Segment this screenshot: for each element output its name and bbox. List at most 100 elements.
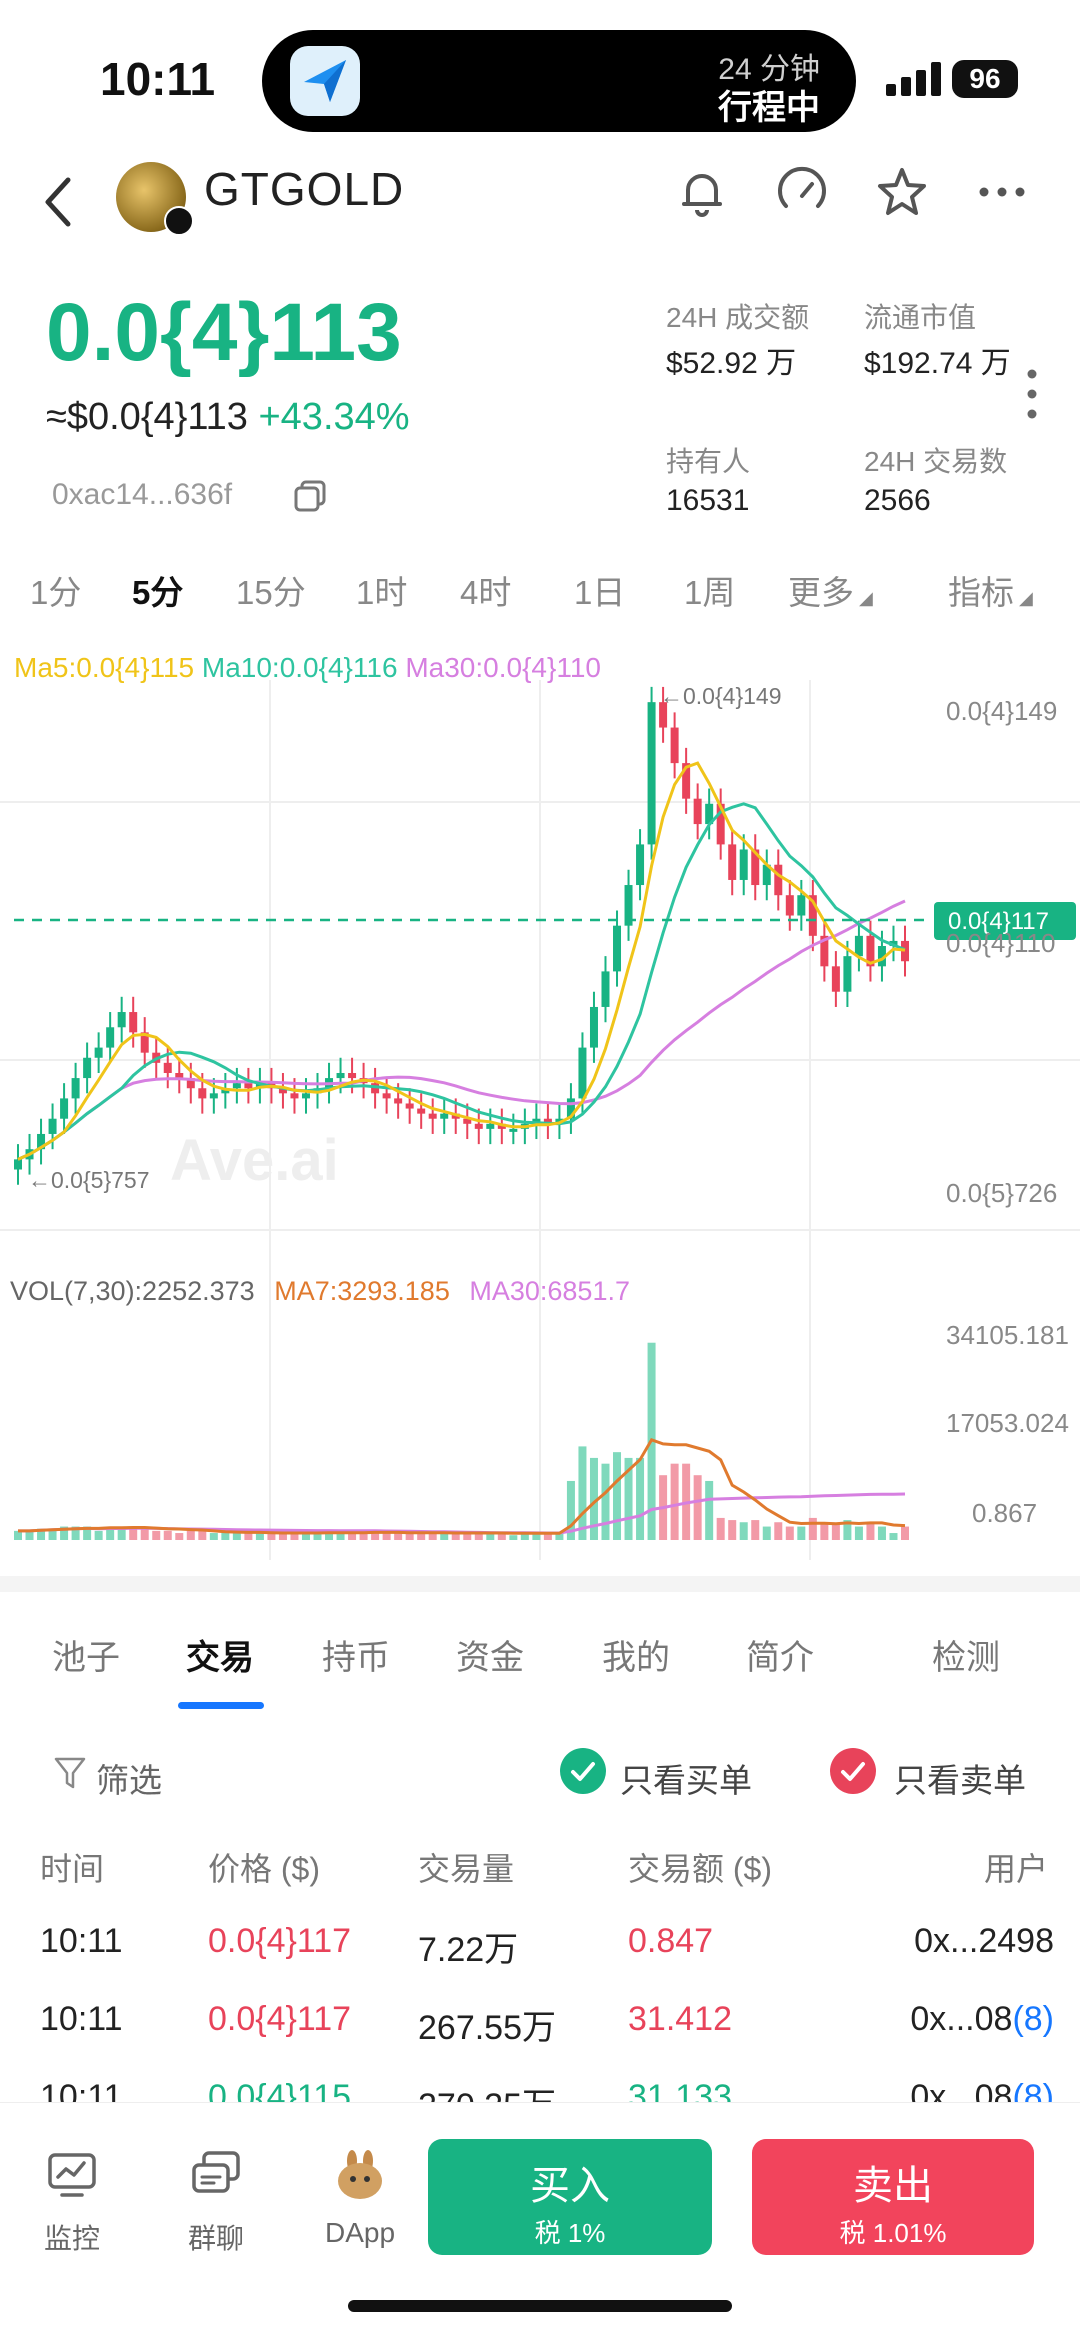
candle-body [94, 1047, 103, 1058]
volume-bar [716, 1517, 725, 1540]
nav-dapp[interactable]: DApp [310, 2147, 410, 2249]
row-user: 0x...2498 [914, 1922, 1054, 1961]
col-value: 交易额 ($) [628, 1851, 773, 1887]
vol-ma7-label: MA7:3293.185 [274, 1276, 450, 1306]
candle-body [186, 1078, 195, 1089]
volume-bar [624, 1457, 633, 1540]
tf-5m[interactable]: 5分 [132, 574, 184, 611]
bell-icon[interactable] [672, 162, 732, 222]
row-user-address: 0x...08 [910, 2000, 1013, 2038]
usd-price: ≈$0.0{4}113 [46, 396, 248, 438]
volume-bar [808, 1517, 817, 1540]
back-arrow-icon[interactable] [38, 172, 78, 232]
volume-bar [336, 1533, 345, 1540]
volume-bar [186, 1530, 195, 1540]
stat-txcount-value: 2566 [864, 484, 931, 517]
volume-bar [877, 1526, 886, 1540]
volume-bar [854, 1526, 863, 1540]
gauge-icon[interactable] [772, 162, 832, 222]
tf-indicators[interactable]: 指标 ◢ [948, 566, 1033, 614]
volume-bar [566, 1480, 575, 1540]
row-time: 10:11 [40, 2000, 123, 2038]
volume-bar [463, 1533, 472, 1540]
candle-body [440, 1113, 449, 1119]
tf-more[interactable]: 更多 ◢ [788, 566, 873, 614]
tab-pools[interactable]: 池子 [52, 1639, 120, 1677]
caret-down-icon: ◢ [854, 588, 873, 608]
tf-1m[interactable]: 1分 [30, 574, 82, 611]
sell-only-check-icon[interactable] [830, 1748, 876, 1794]
tf-4h[interactable]: 4时 [460, 574, 512, 611]
tf-1h[interactable]: 1时 [356, 574, 408, 611]
candle-body [278, 1088, 287, 1094]
tf-15m[interactable]: 15分 [236, 574, 306, 611]
candle-body [209, 1093, 218, 1099]
vol-axis-bottom: 0.867 [972, 1498, 1037, 1528]
dynamic-island[interactable]: 24 分钟 行程中 [262, 30, 856, 132]
filter-row: 筛选 只看买单 只看卖单 [0, 1748, 1080, 1804]
volume-bar [371, 1530, 380, 1540]
candle-body [866, 935, 875, 967]
copy-icon[interactable] [292, 478, 328, 514]
volume-bar [83, 1526, 92, 1540]
volume-bar [486, 1533, 495, 1540]
volume-bar [382, 1533, 391, 1540]
nav-monitor[interactable]: 监控 [22, 2147, 122, 2257]
volume-bar [129, 1526, 138, 1540]
sell-button[interactable]: 卖出 税 1.01% [752, 2139, 1034, 2255]
more-vertical-icon[interactable] [1026, 368, 1038, 420]
more-icon[interactable] [972, 162, 1032, 222]
col-time: 时间 [40, 1851, 105, 1887]
buy-only-check-icon[interactable] [560, 1748, 606, 1794]
tab-funds[interactable]: 资金 [456, 1639, 524, 1677]
trip-duration: 24 分钟 [718, 53, 820, 86]
candle-body [843, 956, 852, 992]
stat-volume-value: $52.92 万 [666, 347, 797, 380]
filter-icon[interactable] [54, 1756, 86, 1790]
tab-trades[interactable]: 交易 [186, 1639, 254, 1677]
buy-only-label[interactable]: 只看买单 [620, 1762, 752, 1799]
candle-body [463, 1118, 472, 1124]
tab-mine[interactable]: 我的 [602, 1639, 670, 1677]
candle-body [497, 1123, 506, 1129]
tab-intro[interactable]: 简介 [746, 1639, 814, 1677]
row-user: 0x...08(8) [910, 2000, 1054, 2039]
filter-label[interactable]: 筛选 [96, 1762, 162, 1799]
tab-holders[interactable]: 持币 [322, 1639, 390, 1677]
row-price: 0.0{4}117 [208, 1922, 352, 1960]
volume-bar [866, 1522, 875, 1540]
volume-bar [613, 1452, 622, 1540]
usd-price-line: ≈$0.0{4}113 +43.34% [46, 396, 410, 439]
nav-chat[interactable]: 群聊 [166, 2147, 266, 2257]
candlestick-chart[interactable]: Ave.ai 0.0{4}117 ←0.0{4}149 ←0.0{5}757 0… [0, 640, 1080, 1580]
sell-only-label[interactable]: 只看卖单 [894, 1762, 1026, 1799]
volume-bar [451, 1533, 460, 1540]
volume-bar [578, 1446, 587, 1540]
ma30-label: Ma30:0.0{4}110 [405, 652, 601, 683]
star-icon[interactable] [872, 162, 932, 222]
candle-body [543, 1118, 552, 1124]
candle-body [71, 1078, 80, 1099]
volume-bar [48, 1528, 57, 1540]
candle-body [301, 1093, 310, 1099]
monitor-icon [48, 2153, 96, 2197]
buy-button[interactable]: 买入 税 1% [428, 2139, 712, 2255]
candle-body [647, 702, 656, 845]
candle-body [659, 702, 668, 728]
candle-body [636, 844, 645, 886]
volume-bars [14, 1342, 909, 1540]
candle-body [163, 1062, 172, 1073]
chain-badge-icon [164, 206, 194, 236]
current-price-tag [934, 902, 1076, 940]
candle-body [566, 1098, 575, 1119]
nav-monitor-label: 监控 [43, 2223, 100, 2254]
volume-bar [60, 1526, 69, 1540]
y-axis-top: 0.0{4}149 [946, 696, 1057, 726]
candle-body [232, 1083, 241, 1089]
home-indicator[interactable] [348, 2300, 732, 2312]
tab-check[interactable]: 检测 [932, 1639, 1000, 1677]
candle-body [774, 864, 783, 896]
buy-button-label: 买入 [530, 2164, 610, 2208]
tf-1d[interactable]: 1日 [574, 574, 626, 611]
tf-1w[interactable]: 1周 [684, 574, 736, 611]
